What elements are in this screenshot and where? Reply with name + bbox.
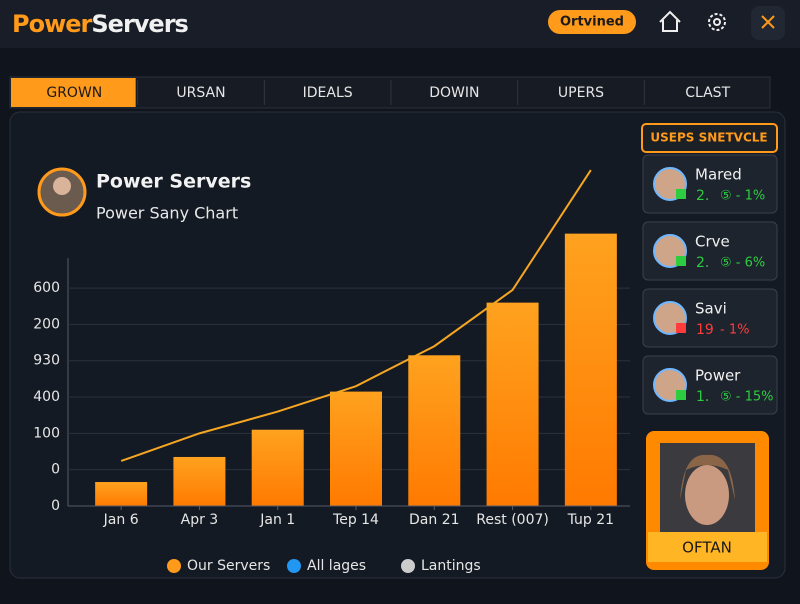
featured-label: OFTAN: [682, 539, 732, 557]
tab-bar-bg: [9, 76, 771, 109]
bar: [330, 391, 382, 506]
chart: 0 0 100 400 930 200 600 Jan 6 Apr 3 Jan 1 Tep 14 Da…: [33, 169, 630, 574]
tab-bar: GROWN URSAN IDEALS DOWIN UPERS CLAST: [9, 76, 771, 109]
tab[interactable]: CLAST: [685, 85, 730, 101]
user-stat: ⑤ - 15%: [720, 390, 774, 405]
legend-swatch: [287, 559, 301, 573]
tab-active[interactable]: [11, 78, 136, 107]
tab[interactable]: GROWN: [46, 85, 102, 101]
user-name: Power: [695, 367, 741, 385]
sidebar-header[interactable]: [641, 123, 778, 153]
trend-line: [120, 169, 592, 462]
legend-label: All lages: [307, 558, 366, 574]
status-text: Ortvined: [560, 15, 624, 30]
y-tick-label: 0: [51, 498, 60, 514]
y-tick-label: 200: [33, 316, 60, 332]
tab[interactable]: UPERS: [558, 85, 604, 101]
chart-title: Power Servers: [96, 171, 251, 193]
bar: [564, 233, 617, 506]
bar: [408, 355, 461, 506]
user-badge: [676, 390, 686, 400]
user-name: Savi: [695, 300, 727, 318]
featured-label-bg: [648, 532, 767, 562]
settings-icon[interactable]: [708, 13, 726, 31]
user-badge: [676, 189, 686, 199]
user-list: Mared 2. ⑤ - 1% Crve 2. ⑤ - 6% Savi 19 - 1% Power…: [642, 154, 778, 415]
avatar-face: [53, 177, 71, 195]
status-pill[interactable]: [548, 10, 636, 34]
logo-part: Servers: [91, 10, 188, 38]
header-bar: [0, 0, 800, 48]
user-stat: - 1%: [720, 323, 749, 338]
x-tick-label: Jan 1: [259, 512, 295, 528]
bar: [486, 302, 539, 506]
user-count: 2.: [696, 188, 709, 204]
tab[interactable]: DOWIN: [429, 85, 479, 101]
bar: [173, 456, 226, 506]
x-tick-label: Dan 21: [409, 512, 460, 528]
legend-label: Our Servers: [187, 558, 270, 574]
tab[interactable]: IDEALS: [303, 85, 353, 101]
featured-hair: [680, 454, 735, 500]
x-tick-label: Tep 14: [332, 512, 379, 528]
user-stat: ⑤ - 6%: [720, 256, 765, 271]
user-count: 19: [696, 322, 714, 338]
y-tick-label: 400: [33, 389, 60, 405]
logo-part: Power: [12, 10, 93, 38]
legend-label: Lantings: [421, 558, 481, 574]
x-tick-label: Jan 6: [103, 512, 139, 528]
y-tick-label: 930: [33, 353, 60, 369]
user-name: Mared: [695, 166, 742, 184]
y-tick-label: 600: [33, 280, 60, 296]
x-tick-label: Tup 21: [567, 512, 614, 528]
user-name: Crve: [695, 233, 730, 251]
user-count: 2.: [696, 255, 709, 271]
x-tick-label: Rest (007): [476, 512, 549, 528]
legend-swatch: [167, 559, 181, 573]
settings-icon-core: [713, 18, 721, 26]
user-stat: ⑤ - 1%: [720, 189, 765, 204]
user-count: 1.: [696, 389, 709, 405]
home-icon[interactable]: [659, 10, 681, 32]
logo: PowerServers: [12, 10, 189, 38]
bar: [251, 429, 304, 506]
user-badge: [676, 323, 686, 333]
close-icon: [761, 15, 775, 29]
y-tick-label: 0: [51, 462, 60, 478]
legend-swatch: [401, 559, 415, 573]
chart-subtitle: Power Sany Chart: [96, 204, 238, 223]
y-tick-label: 100: [33, 425, 60, 441]
bar: [95, 482, 148, 506]
user-badge: [676, 256, 686, 266]
x-tick-label: Apr 3: [181, 512, 219, 528]
tab[interactable]: URSAN: [176, 85, 225, 101]
featured-face: [685, 465, 729, 525]
sidebar-title: USEPS SNETVCLE: [650, 131, 767, 145]
